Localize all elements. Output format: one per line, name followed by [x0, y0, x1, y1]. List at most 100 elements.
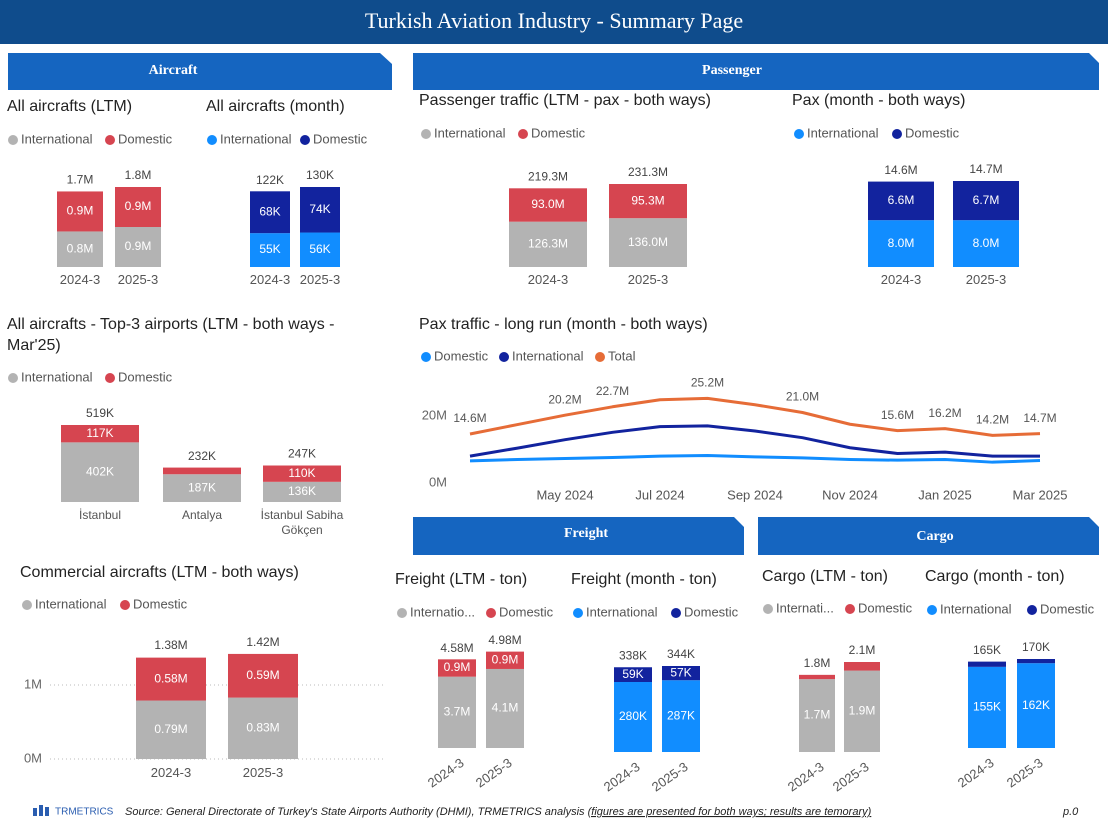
x-tick-label: Jan 2025: [918, 487, 972, 502]
section-band: [8, 53, 392, 90]
value-label: 3.7M: [444, 705, 471, 719]
value-label: 0.59M: [246, 668, 279, 682]
bar-segment: [799, 674, 835, 680]
legend-label: International: [434, 125, 506, 140]
x-tick-label: 2024-3: [249, 272, 291, 287]
legend-label: Domestic: [434, 348, 489, 363]
legend-label: Domestic: [133, 596, 188, 611]
page-title: Turkish Aviation Industry - Summary Page: [365, 8, 743, 33]
source-disclaimer: (figures are presented for both ways; re…: [588, 806, 872, 818]
value-label: 0.9M: [125, 199, 152, 213]
logo-bar: [39, 805, 43, 816]
x-tick-label: 2024-3: [955, 755, 997, 791]
bar-segment: [614, 682, 652, 752]
x-tick-label-box: 2025-3: [966, 272, 1006, 287]
total-label: 232K: [188, 449, 216, 463]
value-label: 15.6M: [881, 408, 914, 422]
value-label: 0.9M: [125, 239, 152, 253]
chart-title: Freight (month - ton): [571, 571, 717, 588]
value-label: 22.7M: [596, 384, 629, 398]
value-label: 187K: [188, 480, 216, 494]
value-label: 155K: [973, 700, 1001, 714]
legend-label: Domestic: [313, 131, 368, 146]
value-label: 0.9M: [492, 652, 519, 666]
legend-marker: [671, 608, 681, 618]
section-label: Passenger: [702, 63, 762, 78]
x-tick-label: 2024-3: [785, 759, 827, 795]
bar-segment: [609, 218, 687, 267]
bar-segment: [263, 481, 341, 502]
value-label: 0.79M: [154, 722, 187, 736]
bar-segment: [868, 220, 934, 267]
total-label: 170K: [1022, 640, 1050, 654]
source-note: Source: General Directorate of Turkey's …: [125, 806, 872, 818]
y-tick-label: 20M: [422, 407, 447, 422]
legend-marker: [8, 135, 18, 145]
value-label: 126.3M: [528, 237, 568, 251]
x-tick-label-box: 2024-3: [249, 272, 291, 287]
bar-segment: [968, 666, 1006, 748]
header-bar: [0, 0, 1108, 44]
chart-title: Pax (month - both ways): [792, 92, 965, 109]
bar-segment: [300, 187, 340, 233]
legend-marker: [518, 129, 528, 139]
value-label: 25.2M: [691, 376, 724, 390]
x-tick-label: 2024-3: [527, 272, 569, 287]
x-tick-label-box: 2024-3: [151, 765, 191, 780]
bar-segment: [115, 187, 161, 227]
legend-marker: [105, 135, 115, 145]
bar-segment: [228, 653, 298, 698]
chart-title: All aircrafts (LTM): [7, 98, 132, 115]
page-number: p.0: [1062, 806, 1079, 818]
legend-label: Domestic: [905, 125, 960, 140]
value-label: 4.1M: [492, 701, 519, 715]
total-label: 231.3M: [628, 165, 668, 179]
x-tick-label: 2025-3: [649, 759, 691, 795]
value-label: 14.7M: [1023, 411, 1056, 425]
value-label: 68K: [259, 204, 280, 218]
value-label: 136K: [288, 484, 316, 498]
legend-marker: [573, 608, 583, 618]
x-tick-label: 2025-3: [830, 759, 872, 795]
value-label: 57K: [670, 665, 691, 679]
chart-title-box: All aircrafts - Top-3 airports (LTM - bo…: [7, 316, 335, 354]
bar-segment: [228, 697, 298, 759]
y-tick-label: 1M: [24, 676, 42, 691]
legend-label: Domestic: [499, 604, 554, 619]
value-label: 136.0M: [628, 235, 668, 249]
x-tick-label-box: İstanbul: [79, 508, 121, 522]
x-tick-label: Mar 2025: [1013, 487, 1068, 502]
bar-segment: [953, 220, 1019, 267]
chart-title: All aircrafts (month): [206, 98, 345, 115]
bar-segment: [57, 191, 103, 232]
x-tick-label-box: 2025-3: [242, 765, 284, 780]
total-label: 130K: [306, 168, 334, 182]
x-tick-label: Sep 2024: [727, 487, 783, 502]
bar-segment: [844, 670, 880, 752]
chart-title: Passenger traffic (LTM - pax - both ways…: [419, 92, 711, 109]
x-tick-label: Nov 2024: [822, 487, 878, 502]
bar-segment: [61, 442, 139, 502]
x-tick-label-box: 2024-3: [881, 272, 921, 287]
legend-label: Internati...: [776, 600, 834, 615]
legend-marker: [486, 608, 496, 618]
legend-marker: [397, 608, 407, 618]
total-label: 4.98M: [488, 633, 521, 647]
bar-segment: [509, 221, 587, 267]
legend-label: Total: [608, 348, 636, 363]
total-label: 519K: [86, 406, 114, 420]
legend-label: International: [940, 601, 1012, 616]
bar-segment: [509, 188, 587, 222]
legend-marker: [421, 352, 431, 362]
logo-bar: [45, 807, 49, 816]
chart-title: Commercial aircrafts (LTM - both ways): [20, 564, 299, 581]
value-label: 14.2M: [976, 413, 1009, 427]
value-label: 21.0M: [786, 390, 819, 404]
x-tick-label: 2025-3: [117, 272, 159, 287]
x-tick-label: 2025-3: [627, 272, 669, 287]
value-label: 8.0M: [973, 236, 1000, 250]
x-tick-label: 2025-3: [242, 765, 284, 780]
bar-segment: [438, 676, 476, 748]
line-series: [469, 396, 1041, 437]
bar-segment: [844, 662, 880, 671]
